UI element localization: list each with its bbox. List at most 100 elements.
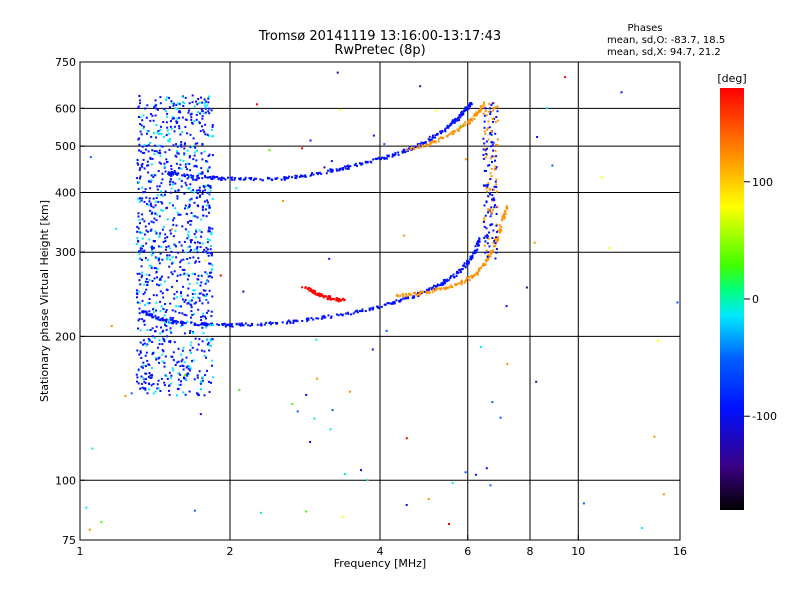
spread-echo-point — [178, 384, 181, 386]
spread-echo-point — [168, 384, 171, 387]
o-trace-upper-point — [326, 169, 329, 172]
spread-echo-point — [198, 195, 201, 198]
spread-echo-point — [178, 127, 181, 130]
spread-echo-point — [193, 151, 196, 154]
spread-echo-point — [155, 197, 158, 199]
spread-echo-point — [146, 104, 149, 107]
spread-echo-point — [158, 339, 161, 342]
cusp-column-point — [489, 193, 492, 196]
spread-echo-point — [167, 139, 170, 142]
spread-echo-point — [207, 185, 210, 187]
spread-echo-point — [197, 177, 200, 180]
spread-echo-point — [206, 104, 209, 107]
spread-echo-point — [137, 212, 140, 215]
x-trace-lower-point — [399, 294, 402, 297]
x-trace-lower-point — [460, 279, 463, 282]
spread-echo-point — [169, 330, 172, 333]
spread-echo-point — [162, 296, 165, 299]
spread-echo-point — [177, 305, 180, 308]
spread-echo-point — [207, 101, 210, 104]
spread-echo-point — [152, 176, 155, 179]
spread-echo-point — [156, 194, 159, 197]
spread-echo-point — [205, 317, 207, 320]
cusp-column-point — [493, 117, 496, 120]
spread-echo-point — [192, 289, 195, 292]
cusp-column-point — [487, 182, 490, 185]
o-trace-upper-point — [266, 176, 269, 179]
spread-echo-point — [164, 248, 167, 251]
spread-echo-point — [203, 131, 206, 134]
spread-echo-point — [158, 343, 161, 346]
spread-echo-point — [155, 150, 158, 153]
spread-echo-point — [141, 119, 144, 122]
spread-echo-point — [196, 376, 199, 379]
cusp-column-point — [487, 208, 490, 211]
spread-echo-point — [161, 228, 164, 231]
spread-echo-point — [205, 100, 207, 103]
o-trace-lower-point — [320, 317, 323, 320]
o-trace-upper-point — [170, 173, 172, 176]
spread-echo-point — [161, 319, 164, 322]
o-trace-upper-point — [422, 142, 425, 145]
o-trace-upper-point — [451, 119, 454, 122]
o-trace-lower-point — [399, 298, 402, 301]
spread-echo-point — [144, 387, 147, 390]
x-trace-lower-point — [445, 287, 448, 290]
spread-echo-point — [204, 282, 207, 285]
o-trace-upper-point — [465, 106, 468, 109]
y-tick-label: 400 — [55, 186, 76, 199]
cusp-column-point — [485, 114, 488, 117]
spread-echo-point — [203, 200, 206, 203]
spread-echo-point — [136, 289, 138, 292]
o-trace-lower-point — [447, 279, 450, 282]
spread-echo-point — [164, 321, 166, 324]
o-trace-upper-point — [446, 124, 449, 127]
spread-echo-point — [164, 170, 167, 173]
cusp-column-point — [494, 204, 496, 207]
spread-echo-point — [140, 231, 143, 234]
spread-echo-point — [208, 230, 211, 233]
o-trace-lower-point — [265, 321, 268, 324]
cusp-column-point — [493, 107, 496, 110]
spread-echo-point — [191, 360, 193, 363]
spread-echo-point — [197, 189, 200, 192]
spread-echo-point — [139, 102, 141, 105]
x-trace-lower-point — [435, 288, 438, 291]
spread-echo-point — [179, 213, 182, 216]
x-trace-upper-point — [451, 131, 454, 133]
spread-echo-point — [150, 212, 153, 215]
cusp-column-point — [492, 149, 495, 152]
spread-echo-point — [136, 349, 139, 352]
o-trace-lower-point — [395, 299, 398, 302]
spread-echo-point — [165, 309, 168, 312]
spread-echo-point — [207, 110, 210, 113]
spread-echo-point — [208, 206, 211, 209]
spread-echo-point — [175, 104, 178, 106]
x-trace-lower-point — [471, 276, 474, 279]
o-trace-upper-point — [211, 175, 214, 178]
o-trace-upper-point — [424, 141, 427, 144]
spread-echo-point — [165, 121, 168, 124]
o-trace-upper-point — [434, 134, 437, 137]
o-trace-upper-point — [366, 160, 369, 163]
spread-echo-point — [148, 274, 151, 277]
x-trace-lower-point — [397, 295, 400, 298]
spread-echo-point — [161, 172, 164, 175]
x-trace-lower-point — [505, 205, 508, 208]
spread-echo-point — [174, 173, 177, 175]
spread-echo-point — [198, 260, 201, 263]
spread-echo-point — [138, 252, 141, 255]
spread-echo-point — [183, 240, 186, 243]
x-trace-lower-point — [505, 206, 508, 209]
spread-echo-point — [178, 178, 181, 180]
spread-echo-point — [163, 162, 166, 165]
spread-echo-point — [177, 110, 180, 113]
spread-echo-point — [145, 229, 148, 232]
spread-echo-point — [201, 376, 204, 379]
cusp-column-point — [490, 141, 493, 143]
spread-echo-point — [179, 373, 182, 376]
o-trace-upper-point — [457, 116, 460, 119]
spread-echo-point — [205, 246, 208, 249]
o-trace-upper-point — [252, 179, 255, 182]
